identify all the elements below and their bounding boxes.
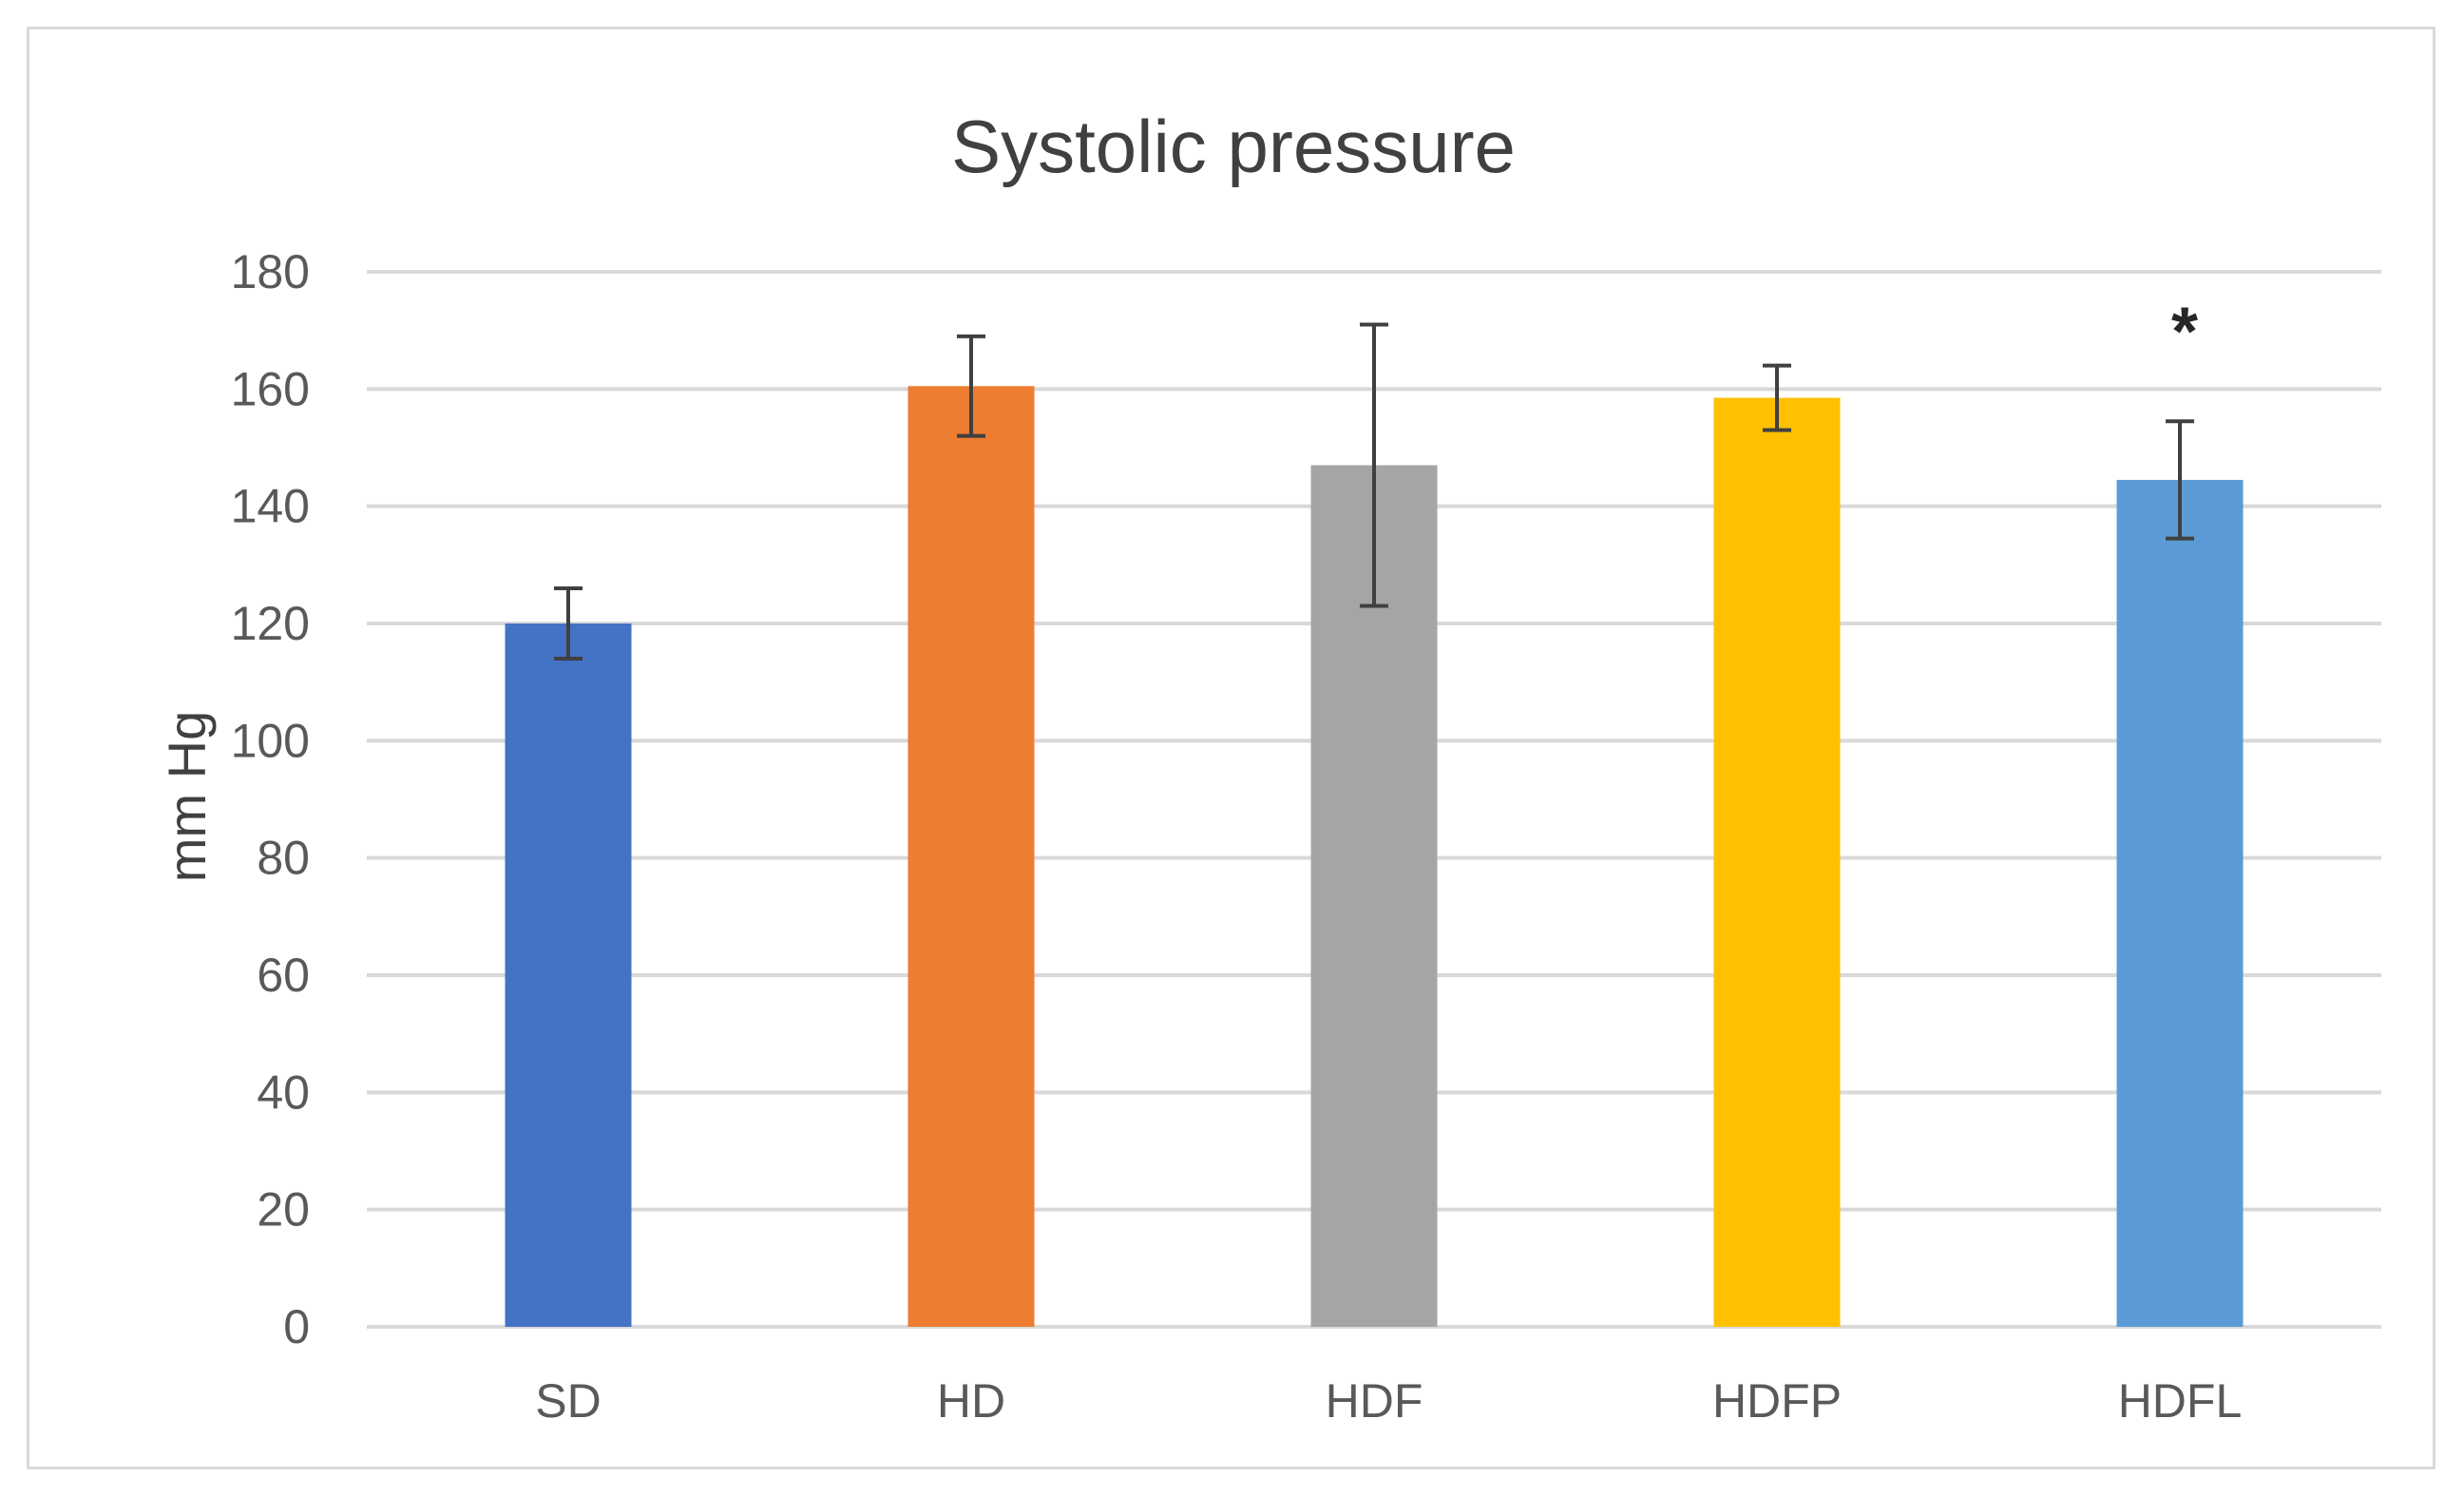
error-bar-hdfl bbox=[2166, 419, 2194, 541]
y-tick-label-100: 100 bbox=[231, 714, 310, 767]
x-tick-label-hdfl: HDFL bbox=[2118, 1374, 2243, 1428]
x-tick-labels: SD HD HDF HDFP HDFL bbox=[535, 1374, 2242, 1428]
x-tick-label-sd: SD bbox=[535, 1374, 601, 1428]
error-bar-hdfp bbox=[1763, 363, 1791, 432]
y-tick-label-80: 80 bbox=[257, 832, 310, 885]
y-tick-labels: 0 20 40 60 80 100 120 140 160 180 bbox=[231, 245, 310, 1353]
x-tick-label-hdfp: HDFP bbox=[1712, 1374, 1842, 1428]
y-tick-label-140: 140 bbox=[231, 480, 310, 533]
bars bbox=[505, 386, 2244, 1328]
bar-sd bbox=[505, 623, 632, 1327]
x-tick-label-hd: HD bbox=[937, 1374, 1005, 1428]
bar-hdfl bbox=[2116, 479, 2244, 1328]
bar-hdf bbox=[1310, 465, 1438, 1327]
chart-title: Systolic pressure bbox=[951, 105, 1516, 188]
x-tick-label-hdf: HDF bbox=[1326, 1374, 1423, 1428]
chart-frame: Systolic pressure mm Hg 0 20 40 60 80 100 120 1… bbox=[27, 27, 2435, 1469]
y-tick-label-0: 0 bbox=[283, 1300, 310, 1353]
y-axis-label: mm Hg bbox=[157, 711, 217, 882]
bar-hdfp bbox=[1713, 397, 1841, 1327]
bar-hd bbox=[907, 386, 1035, 1327]
y-tick-label-180: 180 bbox=[231, 245, 310, 298]
y-tick-label-20: 20 bbox=[257, 1183, 310, 1237]
error-bars bbox=[554, 322, 2194, 661]
significance-marker-hdfl: * bbox=[2171, 294, 2198, 370]
error-bar-hd bbox=[957, 334, 985, 438]
y-tick-label-120: 120 bbox=[231, 597, 310, 650]
y-tick-label-160: 160 bbox=[231, 362, 310, 415]
error-bar-hdf bbox=[1360, 322, 1388, 608]
bar-chart: Systolic pressure mm Hg 0 20 40 60 80 100 120 1… bbox=[157, 105, 2381, 1428]
y-tick-label-60: 60 bbox=[257, 949, 310, 1002]
error-bar-sd bbox=[554, 586, 583, 661]
annotations: * bbox=[2171, 294, 2198, 370]
y-tick-label-40: 40 bbox=[257, 1065, 310, 1119]
